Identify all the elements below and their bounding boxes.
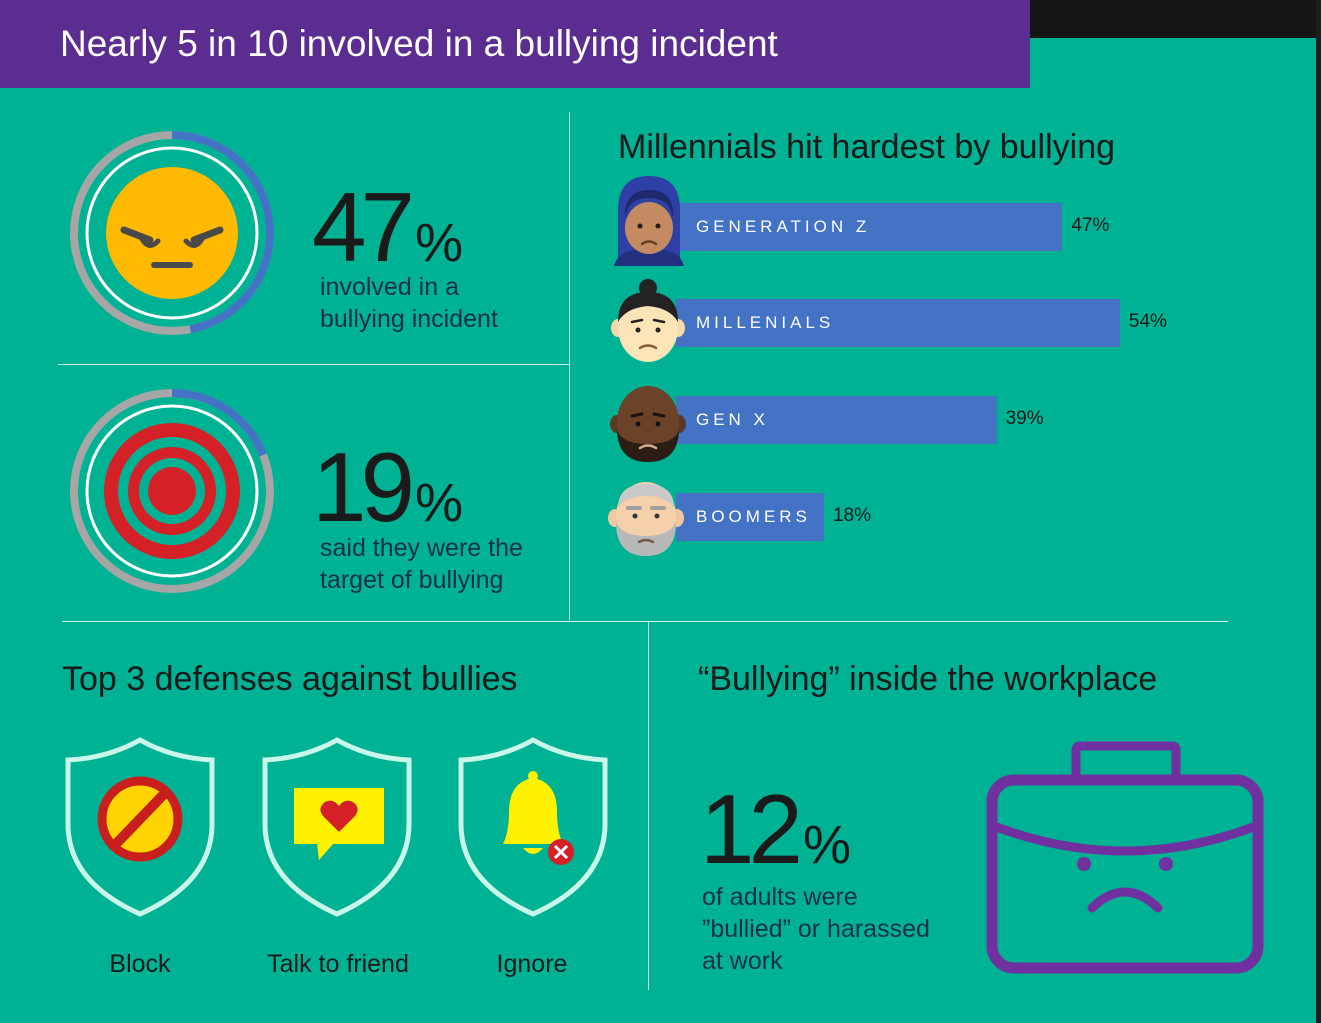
bar-2: MILLENIALS	[676, 299, 1120, 347]
boomers-avatar-icon	[608, 482, 684, 556]
defense-label-talk: Talk to friend	[267, 950, 409, 978]
top-dark-strip	[1030, 0, 1321, 38]
stat-target-line1: said they were the	[320, 534, 523, 562]
workplace-line1: of adults were	[702, 883, 858, 911]
bar-value-label-4: 18%	[832, 505, 871, 526]
defense-label-ignore: Ignore	[496, 950, 568, 978]
workplace-number: 12%	[700, 780, 851, 878]
stat-involved-line2: bullying incident	[320, 305, 498, 333]
heart-message-icon	[262, 737, 412, 917]
workplace-unit: %	[803, 815, 852, 875]
gen-x-avatar-icon	[610, 386, 686, 462]
workplace-caption: of adults were ”bullied” or harassed at …	[702, 881, 930, 977]
divider-vertical-top	[569, 112, 570, 620]
stat-target-value: 19	[312, 432, 415, 542]
stat-target-unit: %	[415, 473, 464, 533]
bar-label-2: MILLENIALS	[696, 313, 835, 332]
bar-label-1: GENERATION Z	[696, 217, 871, 236]
bar-value-label-1: 47%	[1071, 215, 1110, 236]
stat-target-line2: target of bullying	[320, 566, 504, 594]
bar-value-label-3: 39%	[1005, 408, 1044, 429]
chart-title: Millennials hit hardest by bullying	[618, 128, 1116, 166]
stat-involved-unit: %	[415, 213, 464, 273]
right-dark-strip	[1316, 0, 1321, 1023]
sad-briefcase-icon	[986, 741, 1264, 974]
workplace-line3: at work	[702, 947, 783, 975]
divider-horizontal-middle	[62, 621, 1228, 622]
divider-vertical-bottom	[648, 622, 649, 990]
workplace-title: “Bullying” inside the workplace	[698, 660, 1158, 698]
defenses-title: Top 3 defenses against bullies	[62, 660, 518, 698]
bar-label-4: BOOMERS	[696, 507, 811, 526]
stat-target-caption: said they were the target of bullying	[320, 532, 523, 596]
block-icon	[65, 737, 215, 917]
workplace-value: 12	[700, 774, 803, 884]
stat-involved-number: 47%	[312, 178, 463, 276]
defense-label-block: Block	[109, 950, 171, 978]
stat-involved-line1: involved in a	[320, 273, 459, 301]
angry-face-ring-icon	[70, 131, 274, 335]
bar-value-label-2: 54%	[1128, 311, 1167, 332]
generation-z-avatar-icon	[614, 176, 684, 266]
stat-involved-value: 47	[312, 172, 415, 282]
page-title: Nearly 5 in 10 involved in a bullying in…	[0, 0, 1030, 88]
target-ring-icon	[70, 389, 274, 593]
stat-target-number: 19%	[312, 438, 463, 536]
bar-label-3: GEN X	[696, 410, 769, 429]
divider-horizontal-left	[58, 364, 569, 365]
bar-1: GENERATION Z	[676, 203, 1063, 251]
workplace-line2: ”bullied” or harassed	[702, 915, 930, 943]
bar-4: BOOMERS	[676, 493, 824, 541]
bar-3: GEN X	[676, 396, 997, 444]
millenials-avatar-icon	[611, 279, 685, 362]
muted-bell-icon	[458, 737, 608, 917]
stat-involved-caption: involved in a bullying incident	[320, 271, 498, 335]
